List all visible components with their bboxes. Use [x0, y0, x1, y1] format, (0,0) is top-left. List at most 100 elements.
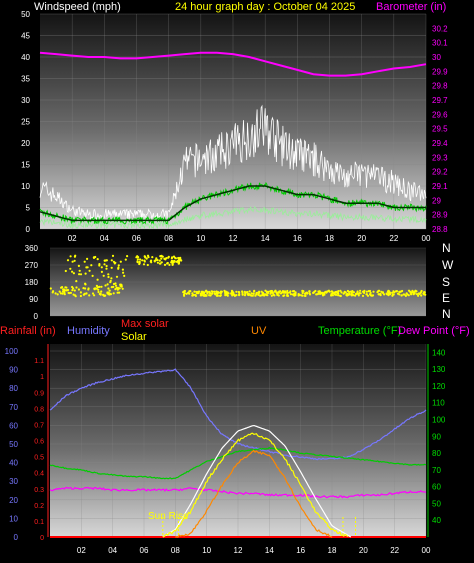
direction-point: [109, 279, 112, 282]
direction-point: [100, 266, 103, 269]
direction-point: [265, 293, 268, 297]
direction-point: [359, 292, 362, 295]
rain-tick-label: 0.4: [34, 471, 44, 478]
solar-legend: Solar: [121, 331, 147, 343]
direction-point: [198, 290, 201, 293]
direction-point: [294, 292, 297, 295]
direction-point: [252, 292, 255, 295]
barometer-series: [39, 51, 427, 77]
direction-point: [163, 263, 167, 266]
direction-point: [168, 263, 171, 266]
temp-x-tick-label: 06: [140, 546, 149, 555]
direction-point: [172, 261, 175, 264]
direction-point: [171, 263, 174, 266]
direction-point: [339, 294, 342, 297]
wind-x-tick-label: 06: [132, 234, 141, 243]
direction-point: [270, 291, 273, 294]
direction-point: [73, 255, 76, 258]
direction-point: [105, 259, 108, 262]
direction-point: [163, 257, 166, 260]
direction-point: [93, 294, 96, 297]
direction-point: [156, 261, 159, 264]
direction-point: [393, 291, 396, 294]
direction-point: [171, 256, 174, 259]
direction-point: [183, 292, 186, 295]
direction-point: [103, 263, 106, 266]
direction-point: [123, 274, 126, 277]
direction-point: [253, 289, 256, 292]
direction-point: [98, 263, 101, 266]
direction-point: [117, 264, 120, 267]
direction-point: [243, 290, 246, 293]
direction-point: [117, 287, 120, 290]
rain-tick-label: 0.7: [34, 422, 44, 429]
direction-point: [136, 258, 139, 261]
graph-date-title: 24 hour graph day : October 04 2025: [175, 1, 355, 13]
direction-point: [315, 293, 318, 296]
direction-point: [187, 291, 190, 294]
direction-point: [413, 292, 416, 295]
sunrise-label: Sun Rise: [148, 511, 189, 522]
direction-point: [84, 283, 87, 286]
direction-point: [326, 290, 329, 293]
direction-point: [136, 255, 139, 258]
wind-x-tick-label: 20: [357, 234, 366, 243]
direction-point: [350, 291, 354, 294]
direction-point: [73, 289, 76, 292]
wind-tick-label: 20: [21, 139, 30, 148]
direction-point: [188, 290, 191, 293]
direction-point: [257, 293, 260, 296]
direction-point: [115, 286, 118, 289]
barometer-tick-label: 29.8: [432, 82, 448, 91]
direction-point: [192, 293, 195, 297]
max-solar-legend: Max solar: [121, 318, 169, 330]
direction-point: [112, 292, 115, 295]
humidity-tick-label: 70: [9, 403, 18, 412]
wind-x-tick-label: 16: [293, 234, 302, 243]
wind-tick-label: 45: [21, 32, 30, 41]
rain-tick-label: 0.9: [34, 390, 44, 397]
direction-point: [270, 294, 273, 297]
solar-series: [162, 432, 349, 538]
direction-point: [124, 258, 127, 261]
direction-point: [78, 269, 81, 272]
direction-point: [72, 287, 75, 290]
humidity-tick-label: 50: [9, 440, 18, 449]
temperature-tick-label: 80: [432, 449, 441, 458]
temperature-series: [49, 446, 427, 480]
direction-letters: N W S E N: [442, 241, 454, 321]
direction-point: [107, 287, 110, 290]
direction-point: [166, 262, 169, 265]
direction-point: [173, 256, 177, 259]
direction-point: [77, 288, 80, 291]
direction-point: [79, 294, 82, 298]
direction-point: [83, 292, 86, 295]
humidity-tick-label: 10: [9, 514, 18, 523]
direction-point: [195, 290, 198, 294]
direction-point: [178, 259, 181, 262]
temp-x-tick-label: 22: [390, 546, 399, 555]
temp-x-tick-label: 02: [77, 546, 86, 555]
direction-point: [372, 290, 375, 293]
direction-point: [348, 292, 351, 295]
barometer-axis-title: Barometer (in): [376, 1, 446, 13]
wind-x-tick-label: 08: [164, 234, 173, 243]
barometer-tick-label: 29.3: [432, 153, 448, 162]
direction-point: [151, 256, 154, 259]
direction-point: [357, 294, 360, 297]
direction-point: [317, 290, 320, 293]
temp-x-tick-label: 10: [202, 546, 211, 555]
humidity-tick-label: 30: [9, 477, 18, 486]
direction-point: [155, 257, 158, 260]
direction-point: [199, 292, 202, 295]
direction-point: [361, 294, 365, 297]
direction-point: [107, 291, 110, 294]
direction-tick-label: 180: [25, 278, 39, 287]
wind-tick-label: 15: [21, 161, 30, 170]
direction-point: [69, 267, 72, 270]
direction-point: [175, 260, 178, 263]
dir-label-n-bottom: N: [442, 307, 451, 321]
direction-point: [261, 292, 264, 295]
direction-point: [156, 258, 159, 262]
direction-point: [191, 292, 194, 295]
